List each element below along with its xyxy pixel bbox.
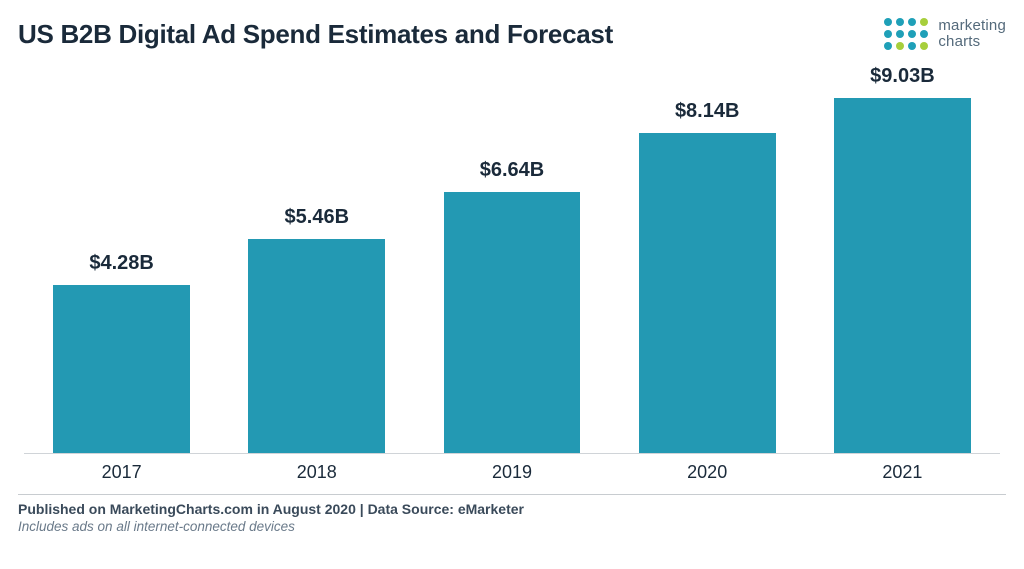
chart-title: US B2B Digital Ad Spend Estimates and Fo… <box>18 19 613 50</box>
logo-dot <box>920 18 928 26</box>
logo-dots-icon <box>884 18 928 50</box>
bar-slot: $6.64B <box>444 159 581 453</box>
bar-slot: $9.03B <box>834 65 971 453</box>
bar-slot: $8.14B <box>639 100 776 453</box>
plot-region: $4.28B $5.46B $6.64B $8.14B $9.03B <box>24 68 1000 454</box>
bar <box>248 239 385 454</box>
footer-note: Includes ads on all internet-connected d… <box>18 519 1006 534</box>
bar <box>444 192 581 453</box>
logo-dot <box>884 18 892 26</box>
footer-source: Published on MarketingCharts.com in Augu… <box>18 501 1006 517</box>
bar-value-label: $8.14B <box>675 100 740 123</box>
x-tick-label: 2018 <box>219 462 414 483</box>
bar-value-label: $5.46B <box>285 206 350 229</box>
logo-dot <box>908 18 916 26</box>
logo-dot <box>908 42 916 50</box>
bar-value-label: $4.28B <box>89 252 154 275</box>
logo-text-line1: marketing <box>938 18 1006 34</box>
bar-slot: $4.28B <box>53 252 190 453</box>
bar-value-label: $6.64B <box>480 159 545 182</box>
bar <box>639 133 776 453</box>
logo-dot <box>920 30 928 38</box>
logo-dot <box>884 42 892 50</box>
x-tick-label: 2020 <box>610 462 805 483</box>
x-tick-label: 2019 <box>414 462 609 483</box>
chart-area: $4.28B$5.46B$6.64B$8.14B$9.03B 201720182… <box>18 68 1006 488</box>
x-tick-label: 2021 <box>805 462 1000 483</box>
brand-logo: marketing charts <box>884 18 1006 50</box>
logo-dot <box>884 30 892 38</box>
bar-slot: $5.46B <box>248 206 385 454</box>
bar <box>834 98 971 453</box>
chart-container: US B2B Digital Ad Spend Estimates and Fo… <box>0 0 1024 569</box>
logo-dot <box>908 30 916 38</box>
logo-text-line2: charts <box>938 34 1006 50</box>
x-tick-label: 2017 <box>24 462 219 483</box>
bar-value-label: $9.03B <box>870 65 935 88</box>
logo-text: marketing charts <box>938 18 1006 50</box>
logo-dot <box>896 18 904 26</box>
bar <box>53 285 190 453</box>
x-axis: 20172018201920202021 <box>24 454 1000 488</box>
logo-dot <box>896 42 904 50</box>
footer: Published on MarketingCharts.com in Augu… <box>18 494 1006 534</box>
logo-dot <box>896 30 904 38</box>
logo-dot <box>920 42 928 50</box>
header: US B2B Digital Ad Spend Estimates and Fo… <box>0 0 1024 58</box>
